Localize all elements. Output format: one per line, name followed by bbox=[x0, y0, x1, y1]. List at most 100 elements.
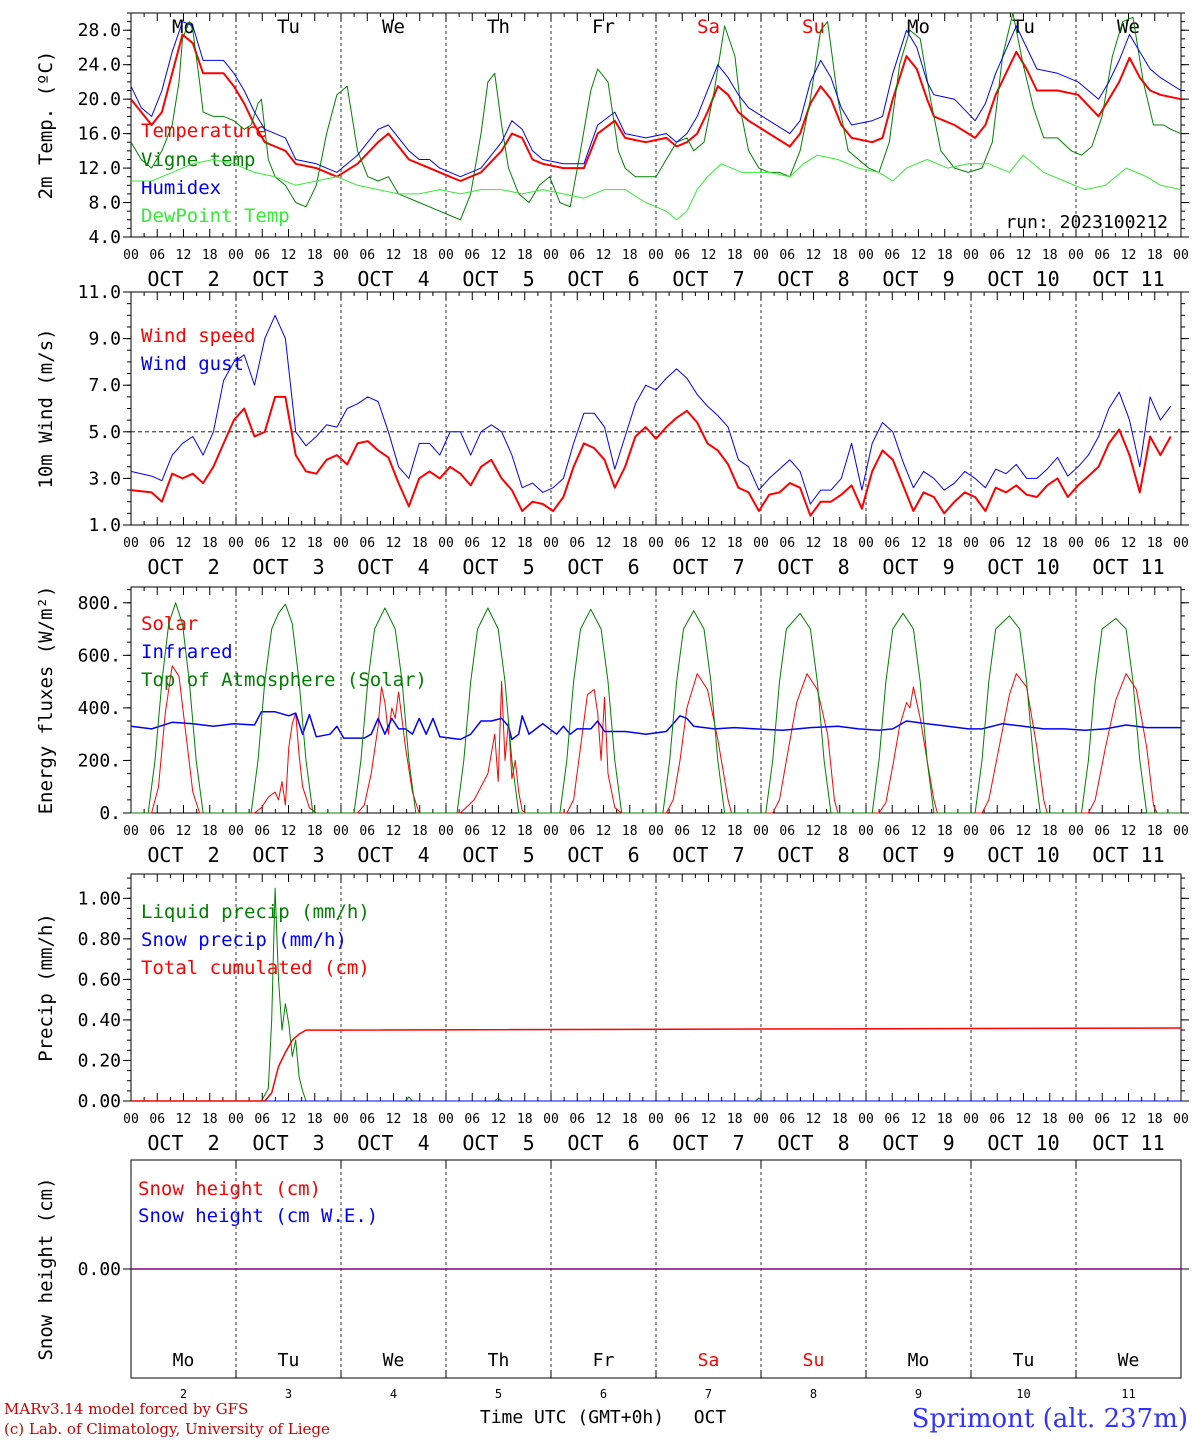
x-hour-label: 00 bbox=[123, 824, 139, 839]
x-hour-label: 00 bbox=[753, 536, 769, 551]
y-tick-label: 8.0 bbox=[88, 193, 121, 214]
x-hour-label: 06 bbox=[254, 536, 270, 551]
x-axis-month: OCT bbox=[694, 1407, 727, 1428]
x-hour-label: 06 bbox=[1094, 536, 1110, 551]
x-hour-label: 00 bbox=[858, 248, 874, 263]
legend-label: Humidex bbox=[141, 177, 221, 199]
x-date-label: OCT 8 bbox=[777, 843, 849, 867]
x-date-label: OCT 5 bbox=[462, 267, 534, 291]
x-hour-label: 12 bbox=[281, 248, 297, 263]
x-hour-label: 18 bbox=[727, 824, 743, 839]
x-hour-label: 06 bbox=[1094, 248, 1110, 263]
x-date-label: OCT 8 bbox=[777, 267, 849, 291]
x-hour-label: 12 bbox=[176, 824, 192, 839]
x-hour-label: 18 bbox=[1147, 248, 1163, 263]
panel-frame bbox=[130, 12, 1182, 238]
panel-1: 4.0 8.0 12.0 16.0 20.0 24.0 28.0 00 06 12 18 00 06 12… bbox=[35, 12, 1189, 291]
x-hour-label: 12 bbox=[701, 1112, 717, 1127]
x-hour-label: 06 bbox=[569, 824, 585, 839]
x-hour-label: 06 bbox=[464, 824, 480, 839]
x-hour-label: 00 bbox=[1068, 248, 1084, 263]
x-date-label: OCT 8 bbox=[777, 555, 849, 579]
x-hour-label: 18 bbox=[307, 824, 323, 839]
day-name-label: Mo bbox=[908, 1350, 930, 1371]
x-hour-label: 00 bbox=[123, 536, 139, 551]
x-hour-label: 00 bbox=[438, 536, 454, 551]
x-date-label: OCT 6 bbox=[567, 555, 639, 579]
x-date-label: OCT 10 bbox=[987, 267, 1059, 291]
panel-2: 1.0 3.0 5.0 7.0 9.0 11.0 00 06 12 18 00 06 12 18 00 06 1… bbox=[35, 282, 1189, 579]
x-hour-label: 12 bbox=[386, 1112, 402, 1127]
series-line-1-2 bbox=[130, 12, 1182, 221]
x-hour-label: 12 bbox=[701, 536, 717, 551]
x-hour-label: 12 bbox=[911, 248, 927, 263]
y-tick-label: 400. bbox=[78, 698, 121, 719]
series-line-1-3 bbox=[130, 21, 1182, 178]
x-hour-label: 00 bbox=[228, 824, 244, 839]
x-date-label: OCT 9 bbox=[882, 555, 954, 579]
x-hour-label: 18 bbox=[622, 824, 638, 839]
x-date-label: OCT 6 bbox=[567, 267, 639, 291]
day-name-label: Th bbox=[487, 16, 510, 38]
x-hour-label: 12 bbox=[701, 248, 717, 263]
x-hour-label: 18 bbox=[1042, 824, 1058, 839]
day-name-label: Su bbox=[803, 1350, 825, 1371]
day-name-label: Tu bbox=[1012, 16, 1035, 38]
x-hour-label: 12 bbox=[491, 824, 507, 839]
x-hour-label: 06 bbox=[989, 1112, 1005, 1127]
x-hour-label: 06 bbox=[674, 1112, 690, 1127]
x-date-label: OCT 3 bbox=[252, 555, 324, 579]
legend-label: Temperature bbox=[141, 120, 267, 142]
x-hour-label: 12 bbox=[176, 536, 192, 551]
x-hour-label: 06 bbox=[884, 1112, 900, 1127]
day-number-label: 8 bbox=[810, 1387, 817, 1401]
x-hour-label: 06 bbox=[989, 248, 1005, 263]
x-hour-label: 12 bbox=[1016, 536, 1032, 551]
y-tick-label: 1.0 bbox=[88, 515, 121, 536]
series-line-2-1 bbox=[130, 395, 1172, 517]
day-number-label: 11 bbox=[1121, 1387, 1135, 1401]
y-tick-label: 28.0 bbox=[78, 20, 121, 41]
y-tick-label: 11.0 bbox=[78, 282, 121, 303]
x-hour-label: 12 bbox=[701, 824, 717, 839]
y-tick-label: 600. bbox=[78, 645, 121, 666]
day-name-label: Su bbox=[802, 16, 825, 38]
legend-label: Top of Atmosphere (Solar) bbox=[141, 669, 427, 691]
x-hour-label: 12 bbox=[1121, 536, 1137, 551]
x-hour-label: 18 bbox=[517, 1112, 533, 1127]
y-tick-label: 0.60 bbox=[78, 969, 121, 990]
x-hour-label: 00 bbox=[1068, 824, 1084, 839]
x-hour-label: 18 bbox=[307, 1112, 323, 1127]
x-hour-label: 12 bbox=[386, 248, 402, 263]
x-hour-label: 00 bbox=[543, 824, 559, 839]
x-date-label: OCT 11 bbox=[1092, 267, 1164, 291]
x-hour-label: 12 bbox=[1016, 1112, 1032, 1127]
y-tick-label: 0.20 bbox=[78, 1050, 121, 1071]
x-hour-label: 00 bbox=[543, 248, 559, 263]
x-date-label: OCT 5 bbox=[462, 1131, 534, 1155]
legend-label: Liquid precip (mm/h) bbox=[141, 901, 370, 923]
x-hour-label: 18 bbox=[832, 824, 848, 839]
x-hour-label: 06 bbox=[884, 824, 900, 839]
x-hour-label: 12 bbox=[491, 1112, 507, 1127]
x-hour-label: 18 bbox=[412, 536, 428, 551]
x-hour-label: 18 bbox=[832, 1112, 848, 1127]
x-hour-label: 06 bbox=[149, 536, 165, 551]
x-hour-label: 18 bbox=[1147, 1112, 1163, 1127]
series-line-4-3 bbox=[131, 1027, 1182, 1102]
x-hour-label: 00 bbox=[648, 1112, 664, 1127]
x-hour-label: 00 bbox=[228, 536, 244, 551]
y-axis-title: Precip (mm/h) bbox=[35, 913, 57, 1062]
x-hour-label: 06 bbox=[359, 248, 375, 263]
x-hour-label: 18 bbox=[937, 1112, 953, 1127]
x-date-label: OCT 3 bbox=[252, 843, 324, 867]
x-hour-label: 12 bbox=[596, 824, 612, 839]
footer-lab-credit: (c) Lab. of Climatology, University of L… bbox=[4, 1420, 330, 1438]
day-name-label: We bbox=[382, 16, 405, 38]
x-hour-label: 00 bbox=[543, 536, 559, 551]
x-hour-label: 12 bbox=[911, 824, 927, 839]
day-number-label: 3 bbox=[285, 1387, 292, 1401]
x-hour-label: 12 bbox=[386, 824, 402, 839]
x-hour-label: 00 bbox=[963, 824, 979, 839]
